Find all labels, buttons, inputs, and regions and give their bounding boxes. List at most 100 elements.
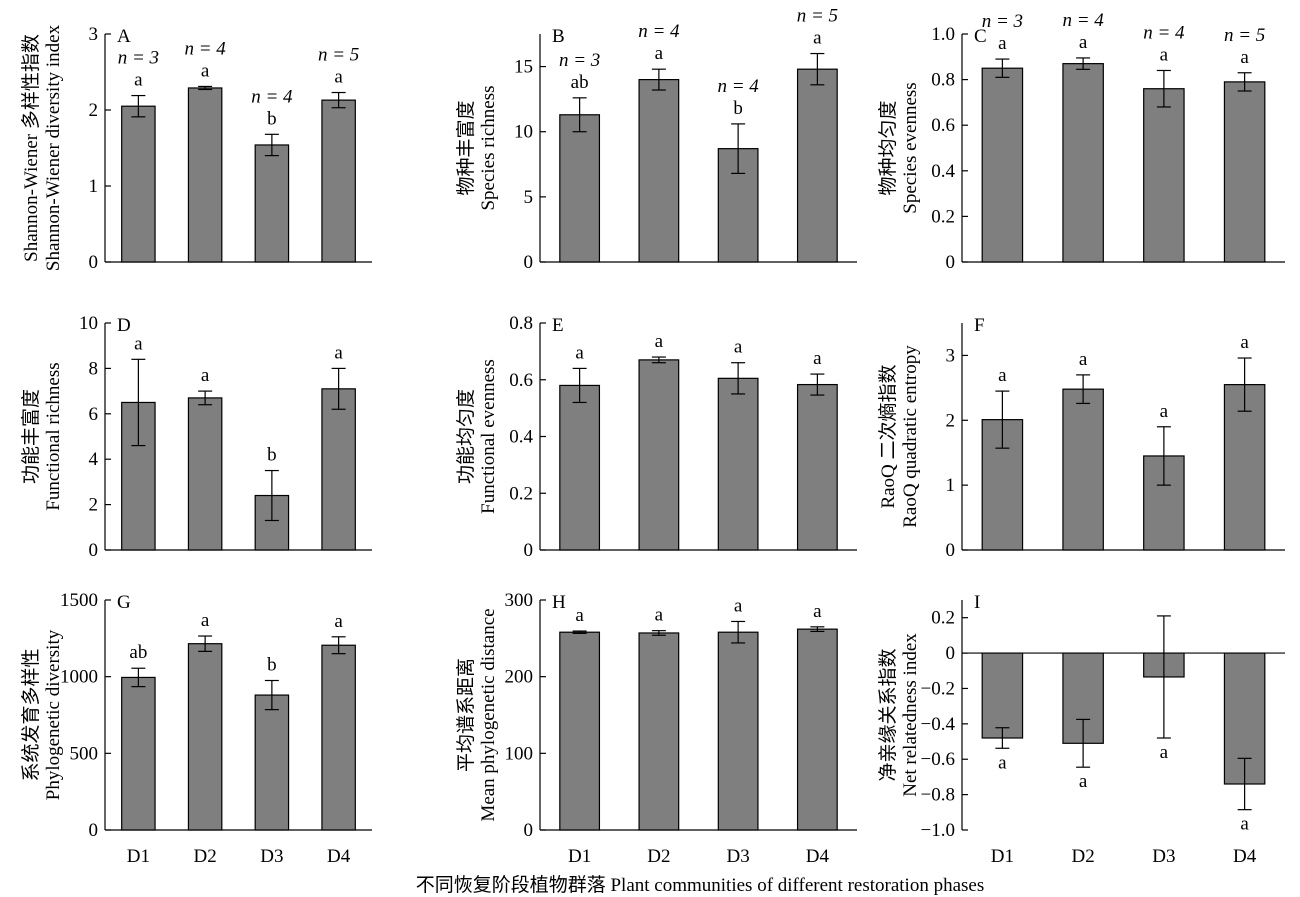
panel-h-sig-letter-d4: a: [813, 601, 822, 622]
panel-i-letter: I: [974, 592, 980, 613]
panel-e-ytick-label: 0: [524, 540, 534, 561]
panel-f-sig-letter-d3: a: [1160, 401, 1169, 422]
panel-e-sig-letter-d1: a: [575, 342, 584, 363]
panel-i-ytick-label: 0: [946, 643, 956, 664]
panel-b-ytick-label: 5: [524, 187, 534, 208]
panel-b-sig-letter-d2: a: [655, 43, 664, 64]
panel-h-bar-d1: [559, 631, 601, 831]
panel-f-sig-letter-d4: a: [1240, 332, 1249, 353]
x-tick-label-d4: D4: [806, 846, 830, 867]
panel-b-ytick-label: 10: [514, 122, 533, 143]
panel-i-sig-letter-d3: a: [1160, 742, 1169, 763]
panel-c-sig-letter-d1: a: [998, 33, 1007, 54]
panel-e-bar-d1: [559, 384, 601, 551]
panel-b-y-axis-label: Species richness: [478, 85, 499, 210]
panel-h-bar-d4: [796, 628, 838, 831]
panel-g-y-axis-label: Phylogenetic diversity: [43, 629, 64, 800]
panel-a-bar-d1: [121, 105, 156, 263]
panel-f-ytick-label: 2: [946, 410, 956, 431]
panel-g-ytick-label: 1500: [60, 590, 98, 611]
panel-c-bar-d2: [1062, 63, 1104, 263]
panel-h-bar-d2: [638, 632, 680, 831]
panel-h-ytick-label: 200: [505, 667, 534, 688]
panel-g-sig-letter-d2: a: [201, 610, 210, 631]
panel-b-n-label-d2: n = 4: [638, 21, 680, 42]
panel-g-sig-letter-d4: a: [334, 611, 343, 632]
panel-a-letter: A: [117, 26, 131, 47]
panel-g-ytick-label: 500: [70, 743, 99, 764]
panel-a-sig-letter-d2: a: [201, 60, 210, 81]
panel-i-bar-d1: [981, 652, 1024, 739]
panel-c-bar-d4: [1223, 81, 1266, 263]
panel-a-sig-letter-d4: a: [334, 67, 343, 88]
panel-d-ytick-label: 6: [89, 404, 99, 425]
panel-b-ytick-label: 15: [514, 57, 533, 78]
x-tick-label-d3: D3: [727, 846, 750, 867]
panel-d-ytick-label: 2: [89, 495, 99, 516]
panel-b-y-axis-label: 物种丰富度: [455, 100, 477, 195]
panel-c-y-axis-label: 物种均匀度: [877, 100, 899, 195]
panel-i-sig-letter-d1: a: [998, 752, 1007, 773]
panel-a-n-label-d3: n = 4: [251, 86, 293, 107]
panel-f-ytick-label: 3: [946, 345, 956, 366]
panel-g-letter: G: [117, 592, 131, 613]
panel-g-ytick-label: 0: [89, 820, 99, 841]
panel-b-ytick-label: 0: [524, 252, 534, 273]
panel-e-sig-letter-d2: a: [655, 331, 664, 352]
panel-c-ytick-label: 0.8: [931, 70, 955, 91]
panel-a-ytick-label: 1: [89, 176, 99, 197]
panel-d-ytick-label: 0: [89, 540, 99, 561]
panel-i-sig-letter-d4: a: [1240, 814, 1249, 835]
panel-c-n-label-d1: n = 3: [982, 11, 1023, 32]
panel-e-sig-letter-d3: a: [734, 337, 743, 358]
panel-f-y-axis-label: RaoQ quadratic entropy: [900, 345, 921, 528]
panel-g-y-axis-label: 系统发育多样性: [20, 648, 42, 781]
panel-g-bar-d4: [321, 644, 356, 831]
figure-x-axis-label: 不同恢复阶段植物群落 Plant communities of differen…: [416, 874, 985, 896]
panel-h-letter: H: [552, 592, 566, 613]
panel-b-bar-d2: [638, 78, 680, 263]
panel-f-y-axis-label: RaoQ 二次熵指数: [877, 364, 899, 508]
panel-i-ytick-label: −1.0: [921, 820, 955, 841]
panel-h-ytick-label: 0: [524, 820, 534, 841]
panel-c-bar-d3: [1143, 88, 1185, 263]
panel-a-n-label-d1: n = 3: [118, 48, 159, 69]
panel-e-bar-d4: [796, 383, 838, 551]
x-tick-label-d4: D4: [327, 846, 351, 867]
x-tick-label-d1: D1: [991, 846, 1014, 867]
x-tick-label-d1: D1: [127, 846, 150, 867]
panel-e-bar-d2: [638, 359, 680, 551]
panel-a-n-label-d2: n = 4: [184, 38, 226, 59]
panel-e-ytick-label: 0.2: [509, 483, 533, 504]
panel-g-sig-letter-d3: b: [267, 655, 277, 676]
panel-a-n-label-d4: n = 5: [318, 45, 359, 66]
panel-a-ytick-label: 0: [89, 252, 99, 273]
panel-c-n-label-d4: n = 5: [1224, 25, 1265, 46]
panel-h-ytick-label: 100: [505, 743, 534, 764]
x-tick-label-d2: D2: [194, 846, 217, 867]
panel-d-sig-letter-d3: b: [267, 445, 277, 466]
panel-a-bar-d2: [187, 87, 223, 263]
panel-c-ytick-label: 0.6: [931, 115, 955, 136]
panel-c-bar-d1: [981, 67, 1024, 263]
panel-i-y-axis-label: 净亲缘关系指数: [877, 648, 899, 781]
panel-b-n-label-d3: n = 4: [717, 76, 759, 97]
panel-h-sig-letter-d3: a: [734, 595, 743, 616]
panel-e-ytick-label: 0.6: [509, 370, 533, 391]
panel-f-bar-d2: [1062, 388, 1104, 551]
panel-c-y-axis-label: Species evenness: [900, 82, 921, 213]
x-tick-label-d3: D3: [260, 846, 283, 867]
panel-b-bar-d4: [796, 68, 838, 263]
panel-h-sig-letter-d1: a: [575, 605, 584, 626]
panel-c-n-label-d2: n = 4: [1062, 10, 1104, 31]
panel-d-sig-letter-d2: a: [201, 365, 210, 386]
panel-e-bar-d3: [717, 377, 759, 551]
panel-a-ytick-label: 2: [89, 100, 99, 121]
panel-g-ytick-label: 1000: [60, 667, 98, 688]
panel-g-bar-d1: [121, 676, 156, 831]
panel-g-bar-d3: [254, 694, 290, 831]
x-tick-label-d3: D3: [1152, 846, 1175, 867]
panel-a-y-axis-label: Shannon-Wiener diversity index: [43, 24, 64, 271]
panel-i-ytick-label: 0.2: [931, 608, 955, 629]
